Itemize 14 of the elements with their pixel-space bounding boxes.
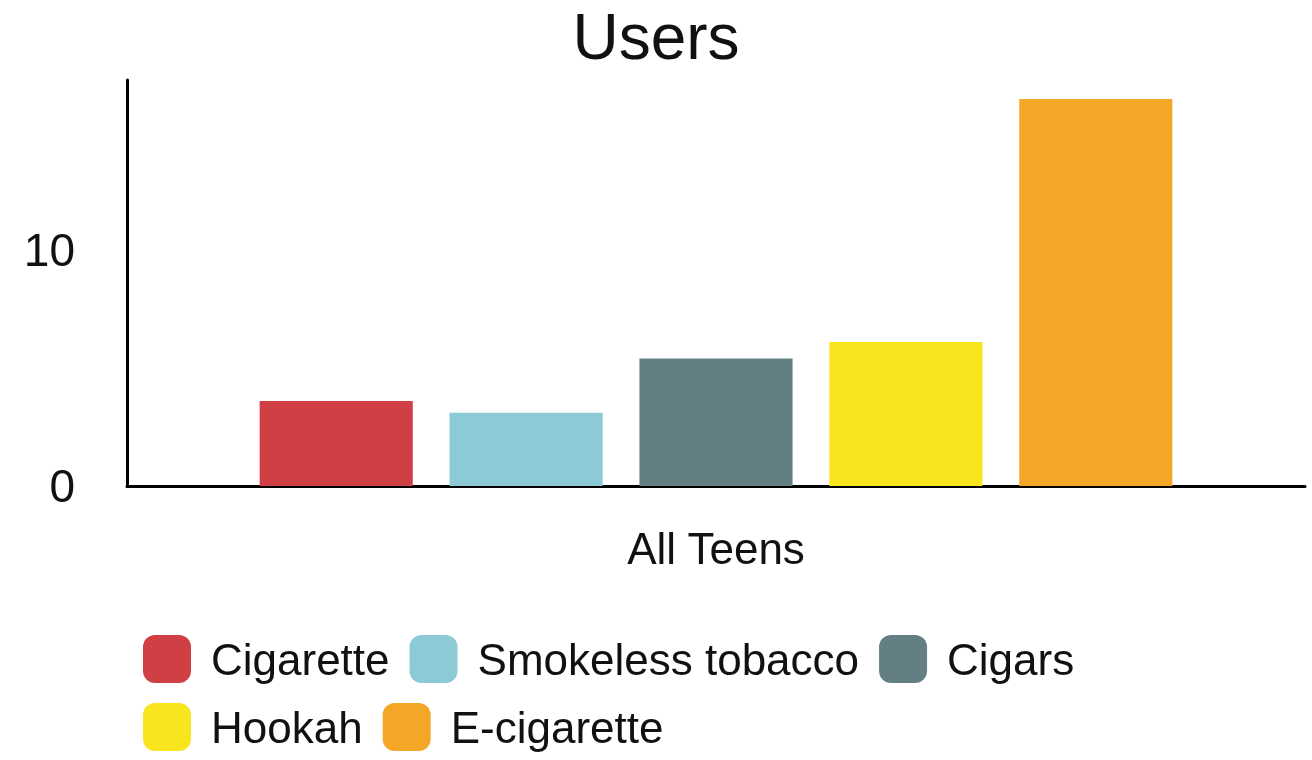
chart-title: Users [572,1,740,73]
legend-label: Cigarette [211,634,390,684]
bar [1019,98,1173,486]
x-tick-label: All Teens [627,523,805,573]
y-tick-label: 10 [23,223,75,276]
legend-label: Smokeless tobacco [477,634,860,684]
y-tick-label: 0 [49,460,75,512]
bar [449,412,603,486]
legend-label: Cigars [947,634,1075,684]
bar [639,358,793,486]
legend-label: E-cigarette [450,702,664,752]
bar [829,342,983,486]
bar [259,401,413,486]
legend-label: Hookah [211,702,363,752]
